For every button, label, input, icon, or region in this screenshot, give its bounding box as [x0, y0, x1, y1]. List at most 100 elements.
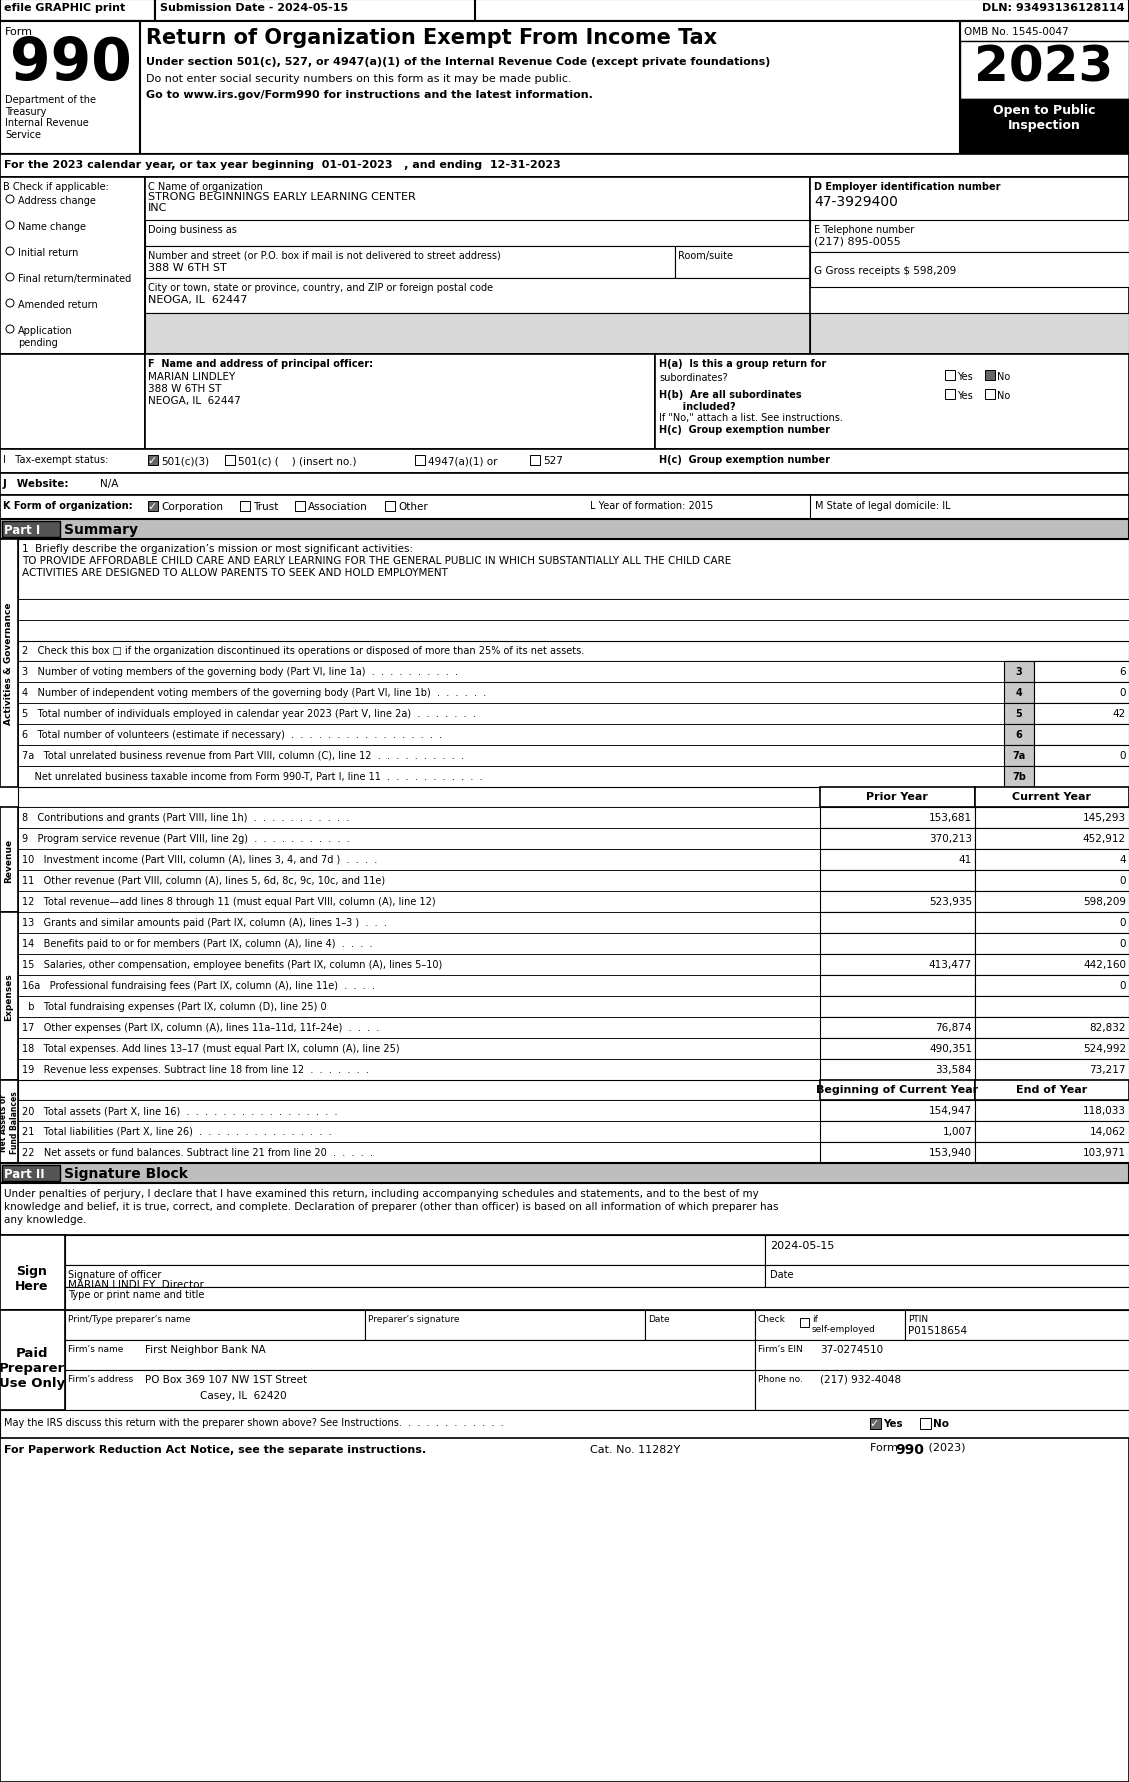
Text: H(a)  Is this a group return for: H(a) Is this a group return for: [659, 358, 826, 369]
Bar: [1004, 745, 1034, 766]
Text: 7a: 7a: [1013, 750, 1025, 761]
Bar: [18, 871, 820, 891]
Text: 388 W 6TH ST: 388 W 6TH ST: [148, 264, 227, 273]
Text: 2023: 2023: [974, 45, 1113, 93]
Text: May the IRS discuss this return with the preparer shown above? See Instructions.: May the IRS discuss this return with the…: [5, 1417, 504, 1427]
Bar: [820, 807, 975, 829]
Text: 42: 42: [1113, 709, 1126, 718]
Text: PTIN: PTIN: [908, 1315, 928, 1324]
Text: (2023): (2023): [925, 1442, 965, 1452]
Text: 82,832: 82,832: [1089, 1023, 1126, 1032]
Text: 598,209: 598,209: [1083, 896, 1126, 907]
Bar: [1004, 661, 1034, 683]
Text: If "No," attach a list. See instructions.: If "No," attach a list. See instructions…: [659, 413, 843, 422]
Text: 4: 4: [1119, 855, 1126, 864]
Text: 5   Total number of individuals employed in calendar year 2023 (Part V, line 2a): 5 Total number of individuals employed i…: [21, 709, 476, 718]
Text: Part I: Part I: [5, 524, 41, 536]
Bar: [65, 1265, 765, 1287]
Text: Net unrelated business taxable income from Form 990-T, Part I, line 11  .  .  . : Net unrelated business taxable income fr…: [21, 772, 482, 782]
Text: 0: 0: [1120, 750, 1126, 761]
Text: End of Year: End of Year: [1016, 1085, 1087, 1094]
Text: PO Box 369 107 NW 1ST Street: PO Box 369 107 NW 1ST Street: [145, 1374, 307, 1385]
Text: Yes: Yes: [957, 372, 973, 381]
Bar: [225, 456, 235, 465]
Text: 3: 3: [1016, 666, 1023, 677]
Text: 37-0274510: 37-0274510: [820, 1344, 883, 1354]
Bar: [18, 683, 1004, 704]
Bar: [1004, 683, 1034, 704]
Text: Summary: Summary: [64, 522, 138, 536]
Text: 33,584: 33,584: [936, 1064, 972, 1075]
Text: 153,940: 153,940: [929, 1148, 972, 1157]
Bar: [0, 1164, 1129, 1183]
Bar: [820, 1121, 975, 1142]
Bar: [809, 178, 1129, 355]
Text: 1  Briefly describe the organization’s mission or most significant activities:: 1 Briefly describe the organization’s mi…: [21, 544, 413, 554]
Bar: [820, 1060, 975, 1080]
Text: efile GRAPHIC print: efile GRAPHIC print: [5, 4, 125, 12]
Text: 0: 0: [1120, 688, 1126, 697]
Bar: [18, 766, 1004, 788]
Bar: [975, 934, 1129, 955]
Text: 990: 990: [10, 36, 132, 93]
Text: 12   Total revenue—add lines 8 through 11 (must equal Part VIII, column (A), lin: 12 Total revenue—add lines 8 through 11 …: [21, 896, 436, 907]
Bar: [975, 1142, 1129, 1164]
Bar: [18, 540, 1129, 601]
Bar: [945, 390, 955, 399]
Bar: [1034, 725, 1129, 745]
Bar: [0, 1410, 1129, 1438]
Text: 490,351: 490,351: [929, 1044, 972, 1053]
Bar: [0, 912, 18, 1080]
Bar: [18, 661, 1004, 683]
Bar: [18, 745, 1004, 766]
Bar: [145, 355, 655, 449]
Bar: [0, 1235, 1129, 1310]
Text: 370,213: 370,213: [929, 834, 972, 843]
Bar: [18, 829, 820, 850]
Text: Do not enter social security numbers on this form as it may be made public.: Do not enter social security numbers on …: [146, 75, 571, 84]
Text: 990: 990: [895, 1442, 924, 1456]
Text: F  Name and address of principal officer:: F Name and address of principal officer:: [148, 358, 373, 369]
Text: 0: 0: [1120, 980, 1126, 991]
Bar: [975, 1080, 1129, 1099]
Text: (217) 932-4048: (217) 932-4048: [820, 1374, 901, 1385]
Bar: [0, 540, 18, 788]
Bar: [975, 955, 1129, 975]
Text: Number and street (or P.O. box if mail is not delivered to street address): Number and street (or P.O. box if mail i…: [148, 251, 501, 260]
Bar: [809, 253, 1129, 289]
Text: No: No: [933, 1418, 949, 1427]
Bar: [1034, 683, 1129, 704]
Text: Print/Type preparer’s name: Print/Type preparer’s name: [68, 1315, 191, 1324]
Text: 452,912: 452,912: [1083, 834, 1126, 843]
Text: 2   Check this box □ if the organization discontinued its operations or disposed: 2 Check this box □ if the organization d…: [21, 645, 584, 656]
Bar: [145, 278, 809, 314]
Text: 0: 0: [1120, 875, 1126, 886]
Bar: [975, 1099, 1129, 1121]
Text: Firm’s address: Firm’s address: [68, 1374, 133, 1383]
Text: Paid
Preparer
Use Only: Paid Preparer Use Only: [0, 1345, 65, 1390]
Text: 13   Grants and similar amounts paid (Part IX, column (A), lines 1–3 )  .  .  .: 13 Grants and similar amounts paid (Part…: [21, 918, 387, 927]
Text: Casey, IL  62420: Casey, IL 62420: [200, 1390, 287, 1401]
Bar: [2, 522, 60, 538]
Text: Expenses: Expenses: [5, 973, 14, 1021]
Bar: [975, 1018, 1129, 1039]
Bar: [820, 996, 975, 1018]
Text: Yes: Yes: [883, 1418, 902, 1427]
Bar: [765, 1235, 1129, 1265]
Text: E Telephone number: E Telephone number: [814, 225, 914, 235]
Text: DLN: 93493136128114: DLN: 93493136128114: [982, 4, 1124, 12]
Text: 4947(a)(1) or: 4947(a)(1) or: [428, 456, 498, 465]
Text: No: No: [997, 390, 1010, 401]
Bar: [820, 1018, 975, 1039]
Text: 15   Salaries, other compensation, employee benefits (Part IX, column (A), lines: 15 Salaries, other compensation, employe…: [21, 959, 443, 969]
Bar: [820, 912, 975, 934]
Bar: [0, 21, 140, 155]
Bar: [975, 1060, 1129, 1080]
Text: 73,217: 73,217: [1089, 1064, 1126, 1075]
Text: 118,033: 118,033: [1083, 1105, 1126, 1116]
Bar: [905, 1310, 1129, 1340]
Text: Under section 501(c), 527, or 4947(a)(1) of the Internal Revenue Code (except pr: Under section 501(c), 527, or 4947(a)(1)…: [146, 57, 770, 68]
Bar: [18, 1018, 820, 1039]
Text: 7a   Total unrelated business revenue from Part VIII, column (C), line 12  .  . : 7a Total unrelated business revenue from…: [21, 750, 464, 761]
Text: 10   Investment income (Part VIII, column (A), lines 3, 4, and 7d )  .  .  .  .: 10 Investment income (Part VIII, column …: [21, 855, 377, 864]
